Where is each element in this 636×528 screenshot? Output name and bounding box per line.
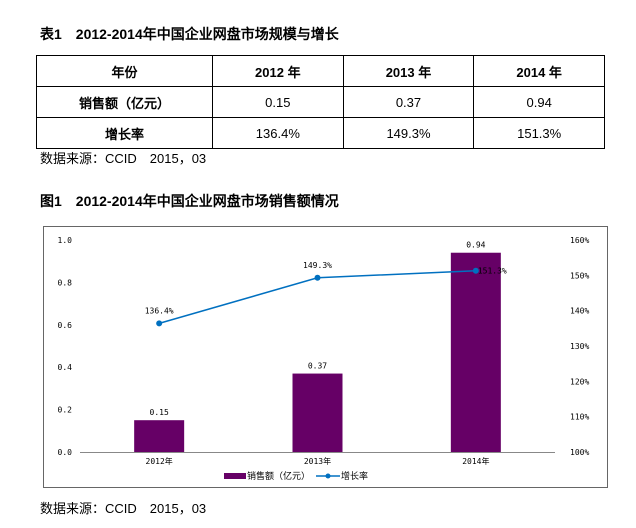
left-tick-label: 0.6 — [58, 321, 73, 330]
table-title: 表1 2012-2014年中国企业网盘市场规模与增长 — [40, 26, 339, 42]
growth-point — [314, 274, 321, 281]
legend-bar-label: 销售额（亿元） — [247, 470, 310, 482]
legend-line-label: 增长率 — [341, 470, 368, 482]
table-header-row: 年份 2012 年 2013 年 2014 年 — [36, 55, 605, 87]
right-tick-label: 140% — [570, 307, 589, 316]
growth-data-label: 149.3% — [303, 261, 332, 270]
growth-point — [472, 267, 479, 274]
cell: 0.94 — [473, 86, 605, 118]
cell: 136.4% — [212, 117, 344, 149]
growth-point — [156, 320, 163, 327]
growth-data-label: 151.3% — [478, 267, 507, 276]
right-tick-label: 130% — [570, 342, 589, 351]
left-tick-label: 0.0 — [58, 448, 73, 457]
market-table: 年份 2012 年 2013 年 2014 年 销售额（亿元） 0.15 0.3… — [36, 55, 605, 149]
row-label: 增长率 — [36, 117, 213, 149]
cell: 149.3% — [342, 117, 475, 149]
bar-2012年 — [134, 420, 185, 452]
bar-data-label: 0.15 — [150, 408, 169, 417]
right-tick-label: 160% — [570, 236, 589, 245]
right-tick-label: 110% — [570, 413, 589, 422]
left-tick-label: 0.8 — [58, 278, 73, 287]
growth-data-label: 136.4% — [145, 306, 174, 315]
figure-title: 图1 2012-2014年中国企业网盘市场销售额情况 — [40, 193, 339, 209]
x-tick-label: 2014年 — [462, 456, 489, 466]
legend-bar-swatch — [224, 473, 246, 479]
legend-line-marker — [325, 473, 331, 479]
cell: 151.3% — [473, 117, 605, 149]
right-tick-label: 150% — [570, 271, 589, 280]
cell: 0.37 — [342, 86, 475, 118]
table-row: 增长率 136.4% 149.3% 151.3% — [36, 117, 605, 149]
bar-2013年 — [292, 373, 343, 452]
left-tick-label: 1.0 — [58, 236, 73, 245]
table-source: 数据来源：CCID 2015，03 — [40, 151, 207, 166]
bar-data-label: 0.94 — [466, 241, 485, 250]
right-tick-label: 120% — [570, 377, 589, 386]
header-cell: 2014 年 — [473, 55, 605, 87]
figure-source: 数据来源：CCID 2015，03 — [40, 501, 207, 516]
x-tick-label: 2013年 — [304, 456, 331, 466]
table-row: 销售额（亿元） 0.15 0.37 0.94 — [36, 86, 605, 118]
x-tick-label: 2012年 — [146, 456, 173, 466]
left-tick-label: 0.4 — [58, 363, 73, 372]
header-cell: 2012 年 — [212, 55, 344, 87]
left-tick-label: 0.2 — [58, 406, 73, 415]
header-cell: 年份 — [36, 55, 213, 87]
right-tick-label: 100% — [570, 448, 589, 457]
bar-data-label: 0.37 — [308, 362, 327, 371]
bar-2014年 — [450, 252, 501, 452]
header-cell: 2013 年 — [342, 55, 475, 87]
